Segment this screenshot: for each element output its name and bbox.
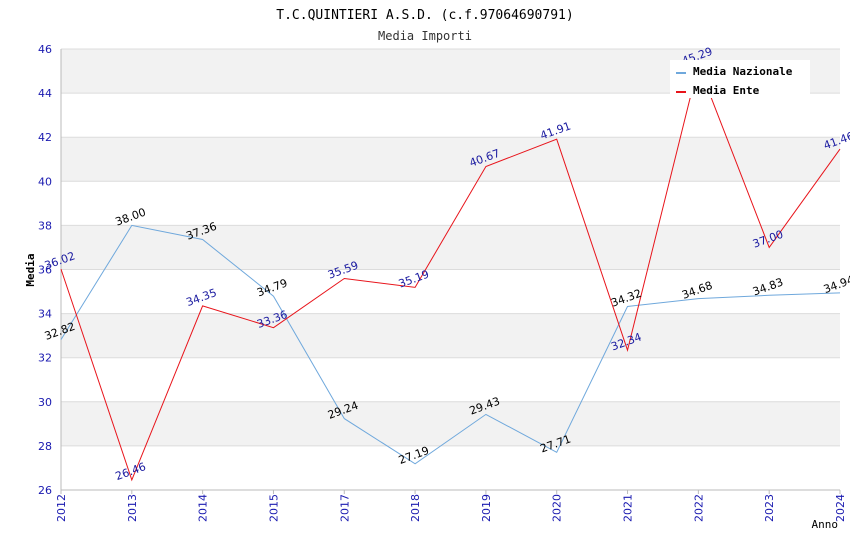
y-tick-label: 34 (38, 308, 52, 321)
grid-band (61, 313, 840, 358)
x-tick-label: 2014 (197, 494, 210, 522)
y-axis-label: Media (24, 253, 37, 286)
y-tick-label: 40 (38, 175, 52, 188)
x-tick-labels: 2012 2013 2014 2015 2017 2018 2019 2020 2021 2022… (55, 494, 847, 522)
y-tick-label: 32 (38, 352, 52, 365)
data-label: 34.35 (184, 286, 218, 309)
y-tick-label: 38 (38, 219, 52, 232)
y-tick-label: 46 (38, 43, 52, 56)
x-axis-label: Anno (812, 518, 839, 531)
data-label: 34.79 (255, 276, 289, 299)
y-tick-labels: 26 28 30 32 34 36 38 40 42 44 46 (38, 43, 52, 497)
series-line-media-nazionale (60, 224, 841, 465)
grid-bands (61, 49, 840, 446)
x-tick-label: 2024 (834, 494, 847, 522)
x-tick-label: 2019 (480, 494, 493, 522)
grid-band (61, 137, 840, 182)
x-tick-label: 2013 (126, 494, 139, 522)
legend: Media Nazionale Media Ente (670, 60, 810, 98)
x-tick-label: 2023 (763, 494, 776, 522)
x-tick-label: 2021 (622, 494, 635, 522)
y-tick-label: 28 (38, 440, 52, 453)
y-tick-label: 26 (38, 484, 52, 497)
chart-subtitle: Media Importi (378, 29, 472, 43)
y-tick-label: 42 (38, 131, 52, 144)
grid-lines (61, 48, 840, 491)
legend-box (670, 60, 810, 98)
x-tick-label: 2022 (692, 494, 705, 522)
legend-label: Media Ente (693, 84, 760, 97)
y-tick-label: 44 (38, 87, 52, 100)
data-label: 26.46 (114, 460, 148, 483)
legend-label: Media Nazionale (693, 65, 793, 78)
x-tick-label: 2015 (267, 494, 280, 522)
chart-title: T.C.QUINTIERI A.S.D. (c.f.97064690791) (276, 8, 573, 23)
x-tick-label: 2012 (55, 494, 68, 522)
x-tick-label: 2017 (338, 494, 351, 522)
y-tick-label: 30 (38, 396, 52, 409)
x-tick-label: 2018 (409, 494, 422, 522)
x-tick-label: 2020 (551, 494, 564, 522)
y-tick-label: 36 (38, 264, 52, 277)
grid-band (61, 225, 840, 270)
